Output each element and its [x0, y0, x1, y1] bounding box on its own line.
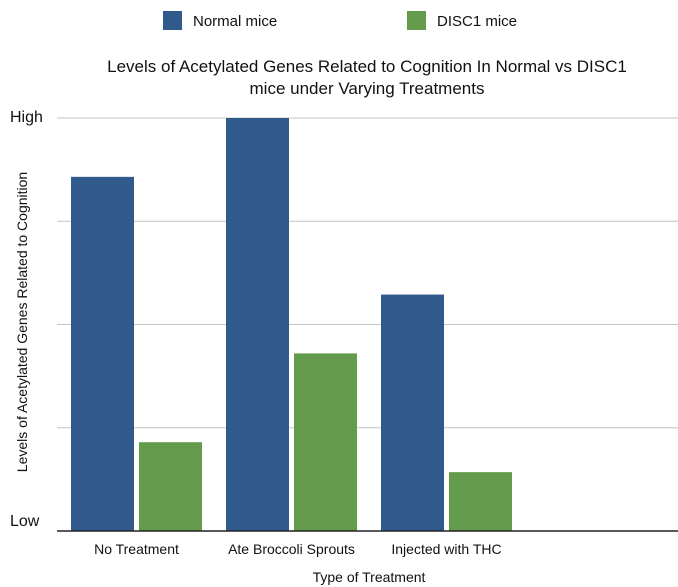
x-tick-labels: No Treatment Ate Broccoli Sprouts Injected… — [94, 541, 502, 557]
bar-normal-mice-injected-with-thc — [381, 294, 444, 531]
bar-disc1-mice-injected-with-thc — [449, 472, 512, 531]
chart-title-line-1: Levels of Acetylated Genes Related to Co… — [107, 57, 627, 76]
bar-disc1-mice-ate-broccoli-sprouts — [294, 353, 357, 531]
x-tick-label: Ate Broccoli Sprouts — [228, 541, 355, 557]
chart-title-line-2: mice under Varying Treatments — [250, 79, 485, 98]
legend: Normal mice DISC1 mice — [163, 11, 517, 30]
legend-swatch-normal-mice — [163, 11, 182, 30]
y-tick-label-high: High — [10, 109, 43, 126]
legend-label-disc1-mice: DISC1 mice — [437, 13, 517, 30]
y-axis-label: Levels of Acetylated Genes Related to Co… — [14, 172, 30, 472]
bar-normal-mice-ate-broccoli-sprouts — [226, 118, 289, 531]
legend-swatch-disc1-mice — [407, 11, 426, 30]
x-axis-label: Type of Treatment — [313, 569, 426, 585]
bar-disc1-mice-no-treatment — [139, 442, 202, 531]
bar-normal-mice-no-treatment — [71, 176, 134, 532]
x-tick-label: Injected with THC — [391, 541, 501, 557]
gridlines — [57, 117, 678, 429]
y-tick-label-low: Low — [10, 513, 40, 530]
x-tick-label: No Treatment — [94, 541, 179, 557]
bars — [71, 118, 512, 532]
legend-label-normal-mice: Normal mice — [193, 13, 277, 30]
